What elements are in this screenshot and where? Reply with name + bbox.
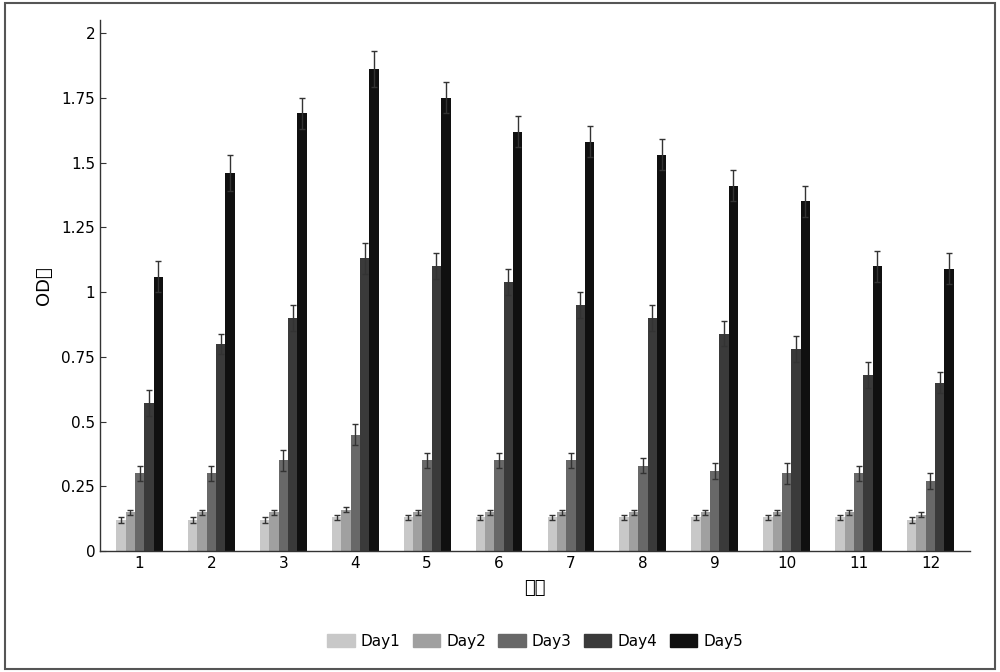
Bar bbox=[763, 517, 773, 551]
Bar bbox=[188, 520, 197, 551]
Bar bbox=[413, 512, 422, 551]
Bar bbox=[854, 473, 863, 551]
Bar bbox=[476, 517, 485, 551]
X-axis label: 组别: 组别 bbox=[524, 579, 546, 597]
Bar bbox=[566, 460, 576, 551]
Bar bbox=[260, 520, 269, 551]
Bar bbox=[710, 471, 719, 551]
Bar bbox=[135, 473, 144, 551]
Bar bbox=[729, 186, 738, 551]
Bar bbox=[719, 333, 729, 551]
Bar bbox=[619, 517, 629, 551]
Bar bbox=[657, 155, 666, 551]
Bar bbox=[926, 481, 935, 551]
Bar bbox=[873, 266, 882, 551]
Bar bbox=[422, 460, 432, 551]
Bar bbox=[126, 512, 135, 551]
Y-axis label: OD値: OD値 bbox=[35, 266, 53, 305]
Bar bbox=[845, 512, 854, 551]
Bar bbox=[341, 509, 351, 551]
Bar bbox=[404, 517, 413, 551]
Bar bbox=[360, 259, 369, 551]
Bar bbox=[916, 515, 926, 551]
Bar bbox=[441, 98, 451, 551]
Bar bbox=[288, 318, 297, 551]
Bar bbox=[791, 349, 801, 551]
Bar bbox=[269, 512, 279, 551]
Bar bbox=[116, 520, 126, 551]
Bar bbox=[835, 517, 845, 551]
Bar bbox=[494, 460, 504, 551]
Bar bbox=[485, 512, 494, 551]
Bar bbox=[782, 473, 791, 551]
Bar bbox=[629, 512, 638, 551]
Bar bbox=[504, 282, 513, 551]
Bar bbox=[691, 517, 701, 551]
Bar bbox=[935, 383, 944, 551]
Bar bbox=[197, 512, 207, 551]
Bar bbox=[351, 435, 360, 551]
Bar bbox=[585, 142, 594, 551]
Bar bbox=[279, 460, 288, 551]
Bar bbox=[225, 173, 235, 551]
Bar bbox=[557, 512, 566, 551]
Bar bbox=[548, 517, 557, 551]
Bar bbox=[907, 520, 916, 551]
Bar bbox=[369, 69, 379, 551]
Bar bbox=[801, 202, 810, 551]
Bar bbox=[207, 473, 216, 551]
Bar bbox=[513, 132, 522, 551]
Bar bbox=[216, 344, 225, 551]
Bar bbox=[638, 466, 648, 551]
Bar bbox=[863, 375, 873, 551]
Bar bbox=[154, 277, 163, 551]
Bar bbox=[648, 318, 657, 551]
Bar bbox=[944, 269, 954, 551]
Bar bbox=[773, 512, 782, 551]
Bar bbox=[701, 512, 710, 551]
Bar bbox=[432, 266, 441, 551]
Bar bbox=[576, 305, 585, 551]
Bar bbox=[332, 517, 341, 551]
Bar bbox=[144, 403, 154, 551]
Bar bbox=[297, 114, 307, 551]
Legend: Day1, Day2, Day3, Day4, Day5: Day1, Day2, Day3, Day4, Day5 bbox=[321, 628, 749, 655]
